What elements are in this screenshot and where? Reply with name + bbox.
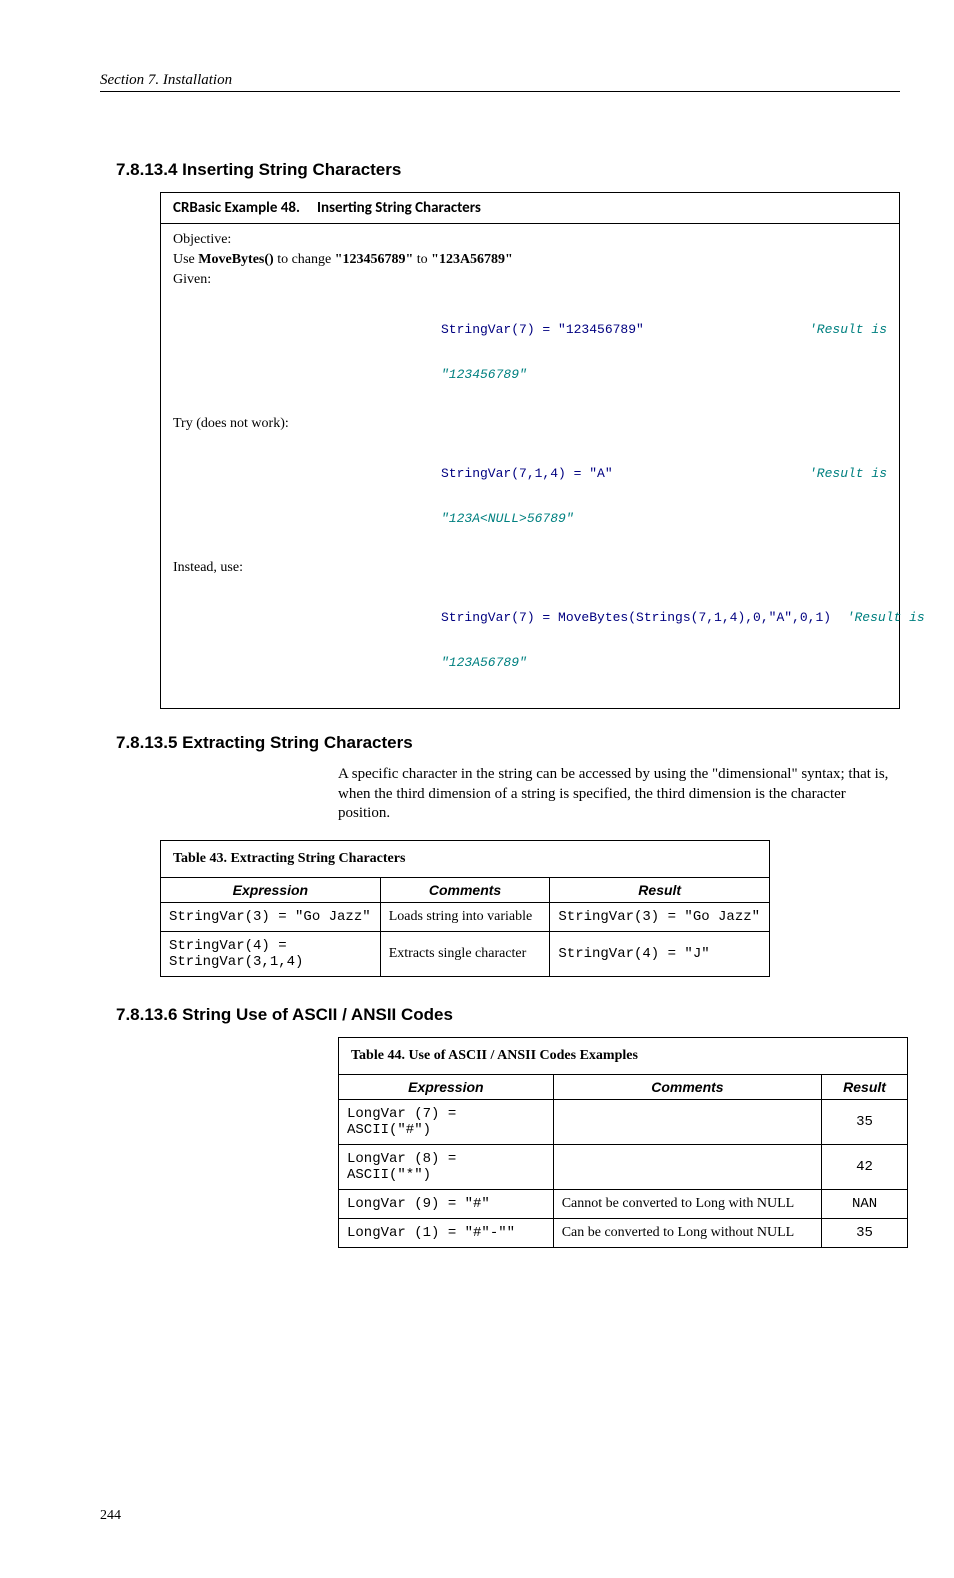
table-44: Table 44. Use of ASCII / ANSII Codes Exa… bbox=[338, 1037, 908, 1248]
given-comment: 'Result is bbox=[809, 322, 887, 337]
obj-pre: Use bbox=[173, 252, 198, 267]
obj-fn: MoveBytes() bbox=[198, 252, 273, 267]
instead-code: StringVar(7) = MoveBytes(Strings(7,1,4),… bbox=[441, 610, 831, 625]
t44-r3c3: NAN bbox=[822, 1189, 908, 1218]
instead-comment: 'Result is bbox=[847, 610, 925, 625]
instead-code-block: StringVar(7) = MoveBytes(Strings(7,1,4),… bbox=[161, 578, 899, 702]
instead-result: "123A56789" bbox=[441, 655, 887, 670]
t43-r2c2: Extracts single character bbox=[380, 931, 550, 976]
t44-col2: Comments bbox=[553, 1074, 821, 1099]
t43-col3: Result bbox=[550, 877, 770, 902]
table-43: Table 43. Extracting String Characters E… bbox=[160, 840, 770, 977]
t43-r2c3: StringVar(4) = "J" bbox=[550, 931, 770, 976]
example-box-48: CRBasic Example 48. Inserting String Cha… bbox=[160, 192, 900, 709]
extracting-body: A specific character in the string can b… bbox=[338, 765, 900, 824]
t44-r3c1: LongVar (9) = "#" bbox=[339, 1189, 554, 1218]
given-result: "123456789" bbox=[441, 367, 887, 382]
heading-inserting: 7.8.13.4 Inserting String Characters bbox=[116, 160, 900, 180]
table44-title: Table 44. Use of ASCII / ANSII Codes Exa… bbox=[339, 1037, 908, 1074]
given-code-block: StringVar(7) = "123456789"'Result is "12… bbox=[161, 290, 899, 414]
obj-v2: "123A56789" bbox=[431, 252, 513, 267]
try-label: Try (does not work): bbox=[161, 414, 899, 434]
t43-r2c1: StringVar(4) = StringVar(3,1,4) bbox=[161, 931, 381, 976]
t44-r1c3: 35 bbox=[822, 1099, 908, 1144]
t44-r2c1: LongVar (8) = ASCII("*") bbox=[339, 1144, 554, 1189]
heading-extracting: 7.8.13.5 Extracting String Characters bbox=[116, 733, 900, 753]
obj-mid: to change bbox=[274, 252, 335, 267]
t43-r1c3: StringVar(3) = "Go Jazz" bbox=[550, 902, 770, 931]
t44-r4c2: Can be converted to Long without NULL bbox=[553, 1218, 821, 1247]
page-number: 244 bbox=[100, 1508, 900, 1524]
t44-r4c3: 35 bbox=[822, 1218, 908, 1247]
try-result: "123A<NULL>56789" bbox=[441, 511, 887, 526]
t43-r1c2: Loads string into variable bbox=[380, 902, 550, 931]
try-code: StringVar(7,1,4) = "A" bbox=[441, 466, 809, 481]
t44-col1: Expression bbox=[339, 1074, 554, 1099]
obj-v1: "123456789" bbox=[335, 252, 414, 267]
objective-text: Use MoveBytes() to change "123456789" to… bbox=[161, 250, 899, 270]
example-title-text: Inserting String Characters bbox=[317, 199, 481, 217]
instead-label: Instead, use: bbox=[161, 558, 899, 578]
try-comment: 'Result is bbox=[809, 466, 887, 481]
section-header: Section 7. Installation bbox=[100, 72, 900, 92]
t44-r1c2 bbox=[553, 1099, 821, 1144]
t43-col1: Expression bbox=[161, 877, 381, 902]
t43-col2: Comments bbox=[380, 877, 550, 902]
t44-r1c1: LongVar (7) = ASCII("#") bbox=[339, 1099, 554, 1144]
table43-title: Table 43. Extracting String Characters bbox=[161, 840, 770, 877]
given-label: Given: bbox=[161, 270, 899, 290]
example-label: CRBasic Example 48. bbox=[173, 199, 300, 217]
t44-r2c2 bbox=[553, 1144, 821, 1189]
try-code-block: StringVar(7,1,4) = "A"'Result is "123A<N… bbox=[161, 434, 899, 558]
t44-col3: Result bbox=[822, 1074, 908, 1099]
t43-r1c1: StringVar(3) = "Go Jazz" bbox=[161, 902, 381, 931]
t44-r3c2: Cannot be converted to Long with NULL bbox=[553, 1189, 821, 1218]
given-code: StringVar(7) = "123456789" bbox=[441, 322, 809, 337]
heading-ascii: 7.8.13.6 String Use of ASCII / ANSII Cod… bbox=[116, 1005, 900, 1025]
t44-r2c3: 42 bbox=[822, 1144, 908, 1189]
obj-to: to bbox=[413, 252, 431, 267]
objective-label: Objective: bbox=[161, 230, 899, 250]
t44-r4c1: LongVar (1) = "#"-"" bbox=[339, 1218, 554, 1247]
